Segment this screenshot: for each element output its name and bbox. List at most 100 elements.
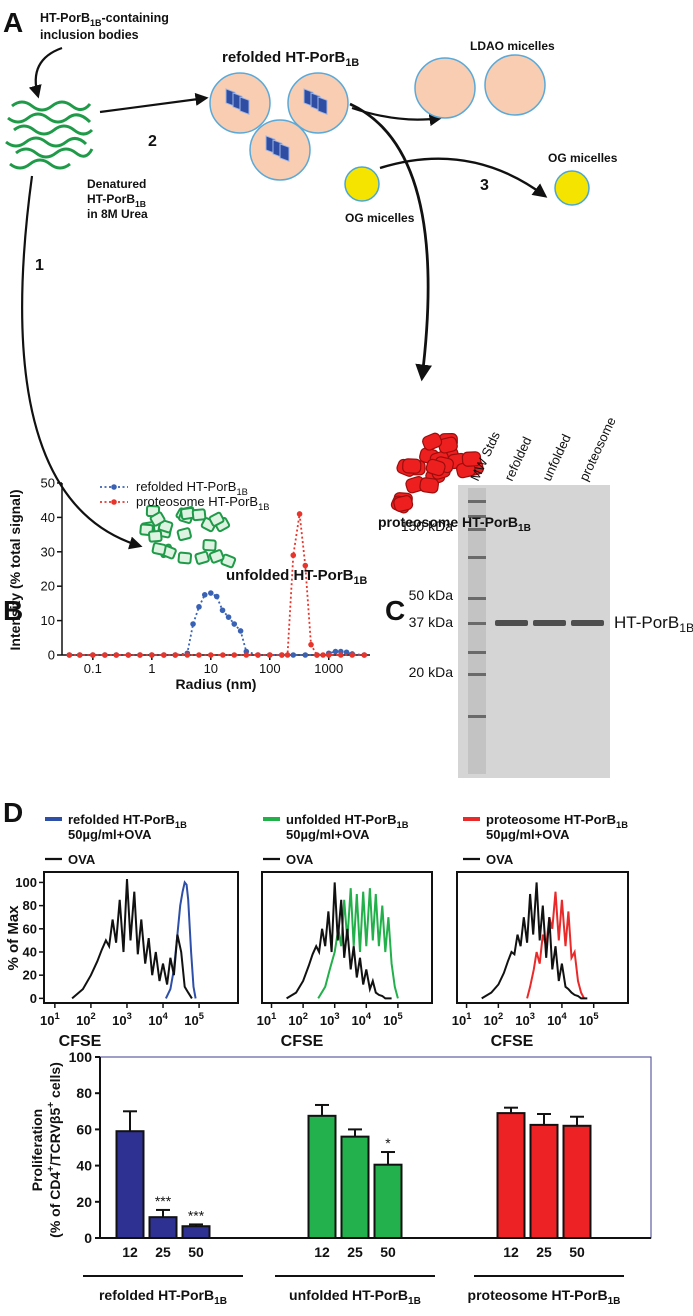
protein-block (317, 96, 328, 115)
diagram-label-part: inclusion bodies (40, 28, 139, 42)
bar (373, 1163, 403, 1239)
data-line (286, 882, 392, 1000)
y-tick-label: 80 (76, 1085, 92, 1101)
unfolded-particle (208, 549, 225, 564)
ladder-band (468, 673, 486, 676)
mw-label: 50 kDa (409, 587, 454, 603)
diagram-label-part: in 8M Urea (87, 207, 148, 221)
x-tick-label: 105 (383, 1011, 403, 1028)
data-point (290, 652, 297, 658)
y-tick-label: 30 (41, 544, 55, 559)
diagram-a (5, 46, 590, 550)
ladder-band (468, 500, 486, 503)
ladder-band (468, 622, 486, 625)
legend-label: proteosome HT-PorB1B (486, 812, 628, 830)
x-tick-label-part: 3 (127, 1011, 132, 1021)
proteosome-particle (393, 495, 414, 512)
x-tick-label: 0.1 (84, 661, 102, 676)
ladder-lane (468, 488, 486, 774)
y-tick-label: 60 (76, 1121, 92, 1137)
mw-label: 20 kDa (409, 664, 454, 680)
data-line (69, 592, 365, 656)
diagram-label: HT-PorB1B-containing (40, 11, 169, 28)
refolded-micelles (209, 54, 546, 181)
x-tick-label-part: 10 (148, 1013, 162, 1028)
data-point (225, 614, 232, 620)
og-micelle (344, 166, 380, 202)
group-label-part: proteosome HT-PorB (468, 1287, 608, 1303)
x-tick-label-part: 3 (334, 1011, 339, 1021)
data-point (302, 652, 309, 658)
strand (5, 136, 88, 148)
proteosome-particle (402, 458, 422, 474)
proteosome-particle (419, 477, 439, 494)
data-point (231, 621, 238, 627)
data-point (201, 592, 208, 598)
legend-label: proteosome HT-PorB1B (136, 494, 270, 512)
data-point (125, 652, 132, 658)
y-tick-label: 0 (48, 648, 55, 663)
legend-label: unfolded HT-PorB1B (286, 812, 409, 830)
y-tick-label: 20 (23, 968, 37, 983)
legend-label-part: OVA (68, 852, 96, 867)
ladder-band (468, 715, 486, 718)
legend-label-part: refolded HT-PorB (136, 479, 236, 494)
x-tick-label: 101 (257, 1011, 277, 1028)
diagram-label: Denatured (87, 177, 146, 191)
arrow (379, 157, 548, 198)
x-tick-label-part: 10 (452, 1013, 466, 1028)
y-tick-label: 40 (41, 510, 55, 525)
protein-block (279, 143, 290, 162)
ladder-bands (468, 500, 486, 718)
denatured-strands (5, 100, 94, 170)
x-tick-label: 50 (188, 1244, 204, 1260)
group-label: refolded HT-PorB1B (99, 1287, 227, 1307)
x-tick-label: 1000 (314, 661, 343, 676)
y-axis-label: % of Max (5, 905, 22, 971)
y-axis-label-part: + (46, 1102, 57, 1108)
plot-frame (456, 871, 629, 1004)
protein-block (239, 96, 250, 115)
data-point (196, 604, 202, 610)
bar (529, 1123, 559, 1239)
x-tick-label-part: 2 (303, 1011, 308, 1021)
y-tick-label: 40 (76, 1158, 92, 1174)
data-point (349, 652, 356, 658)
x-axis-label: CFSE (59, 1033, 102, 1050)
data-line (526, 891, 585, 999)
data-point (296, 511, 303, 517)
x-tick-label-part: 4 (562, 1011, 568, 1021)
panel-label: C (385, 595, 405, 626)
diagram-label-part: 1B (518, 523, 531, 534)
sample-band (495, 620, 528, 626)
x-tick-label: 12 (314, 1244, 330, 1260)
data-point (332, 648, 339, 655)
data-point (208, 590, 214, 596)
unfolded-particle (176, 527, 192, 542)
proteosome-particle (422, 432, 443, 451)
bar (181, 1225, 211, 1239)
y-axis-label: Proliferation (29, 1109, 45, 1191)
data-point (284, 652, 291, 658)
ldao-micelle (414, 57, 476, 119)
diagram-label: HT-PorB1B (87, 192, 146, 209)
x-tick-label-part: 10 (351, 1013, 365, 1028)
bar (562, 1124, 592, 1240)
diagram-label-part: -containing (102, 11, 169, 25)
ladder-band (468, 597, 486, 600)
legend-label: OVA (286, 852, 314, 867)
x-tick-label-part: 10 (547, 1013, 561, 1028)
diagram-label-part: proteosome HT-PorB (378, 514, 518, 530)
data-line (164, 880, 197, 999)
sample-band (571, 620, 604, 626)
y-axis-label-part: (% of CD4 (47, 1172, 63, 1238)
data-point (190, 621, 196, 627)
x-tick-label: 103 (320, 1011, 340, 1028)
data-point (208, 652, 214, 658)
significance-label: *** (188, 1207, 205, 1223)
y-tick-label: 20 (41, 579, 55, 594)
significance-label: *** (155, 1193, 172, 1209)
proteosome-particle (461, 451, 482, 467)
data-point (320, 652, 326, 658)
